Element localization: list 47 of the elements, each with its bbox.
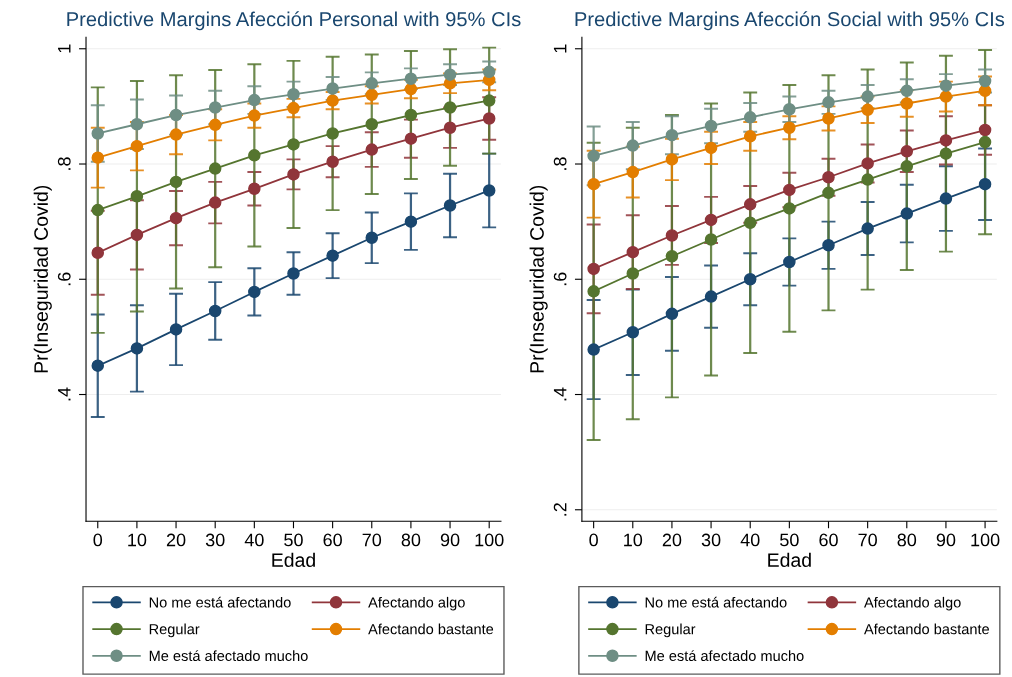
x-tick-label: 90 xyxy=(936,533,956,547)
legend-label: Afectando bastante xyxy=(368,623,494,635)
x-tick-label: 80 xyxy=(401,533,421,547)
legend-label: No me está afectando xyxy=(149,596,291,608)
x-tick-label: 50 xyxy=(780,533,799,547)
x-tick-label: 100 xyxy=(475,533,504,547)
y-tick-label: .6 xyxy=(57,272,71,286)
y-tick-label: .2 xyxy=(553,503,567,516)
x-tick-label: 10 xyxy=(624,533,643,547)
x-tick-label: 60 xyxy=(323,533,342,547)
x-tick-label: 0 xyxy=(589,533,598,547)
legend-label: Afectando algo xyxy=(368,596,465,611)
legend-label: Regular xyxy=(149,623,200,638)
legend-label: Me está afectado mucho xyxy=(645,650,804,662)
x-tick-label: 10 xyxy=(128,533,147,547)
x-tick-label: 20 xyxy=(166,533,186,547)
x-tick-label: 70 xyxy=(858,533,877,547)
legend-label: Me está afectado mucho xyxy=(149,650,308,662)
y-tick-label: .8 xyxy=(57,157,71,170)
y-tick-label: .4 xyxy=(553,387,567,401)
x-tick-label: 60 xyxy=(819,533,838,547)
y-axis-title: Pr(Inseguridad Covid) xyxy=(529,185,548,373)
x-tick-label: 30 xyxy=(205,533,225,547)
chart-title: Predictive Margins Afección Social with 95% CIs xyxy=(575,11,1005,31)
x-tick-label: 80 xyxy=(897,533,917,547)
x-tick-label: 0 xyxy=(93,533,103,547)
x-tick-label: 50 xyxy=(284,533,303,547)
y-tick-label: 1 xyxy=(553,44,567,53)
x-axis-title: Edad xyxy=(272,552,315,567)
legend-label: Afectando bastante xyxy=(864,623,989,635)
y-tick-label: .4 xyxy=(58,387,71,401)
y-axis-title: Pr(Inseguridad Covid) xyxy=(33,185,52,373)
legend-label: Regular xyxy=(645,623,696,638)
y-tick-label: 1 xyxy=(58,44,71,53)
x-axis-title: Edad xyxy=(768,552,811,567)
x-tick-label: 30 xyxy=(701,533,721,547)
legend-label: No me está afectando xyxy=(645,596,787,608)
legend-label: Afectando algo xyxy=(864,596,961,611)
chart-title: Predictive Margins Afección Personal with 95% CIs xyxy=(67,11,521,31)
x-tick-label: 100 xyxy=(971,533,1000,547)
x-tick-label: 40 xyxy=(740,533,760,547)
x-tick-label: 20 xyxy=(662,533,682,547)
x-tick-label: 90 xyxy=(440,533,460,547)
x-tick-label: 70 xyxy=(362,533,382,547)
x-tick-label: 40 xyxy=(244,533,264,547)
y-tick-label: .6 xyxy=(553,272,567,286)
y-tick-label: .8 xyxy=(553,157,567,170)
